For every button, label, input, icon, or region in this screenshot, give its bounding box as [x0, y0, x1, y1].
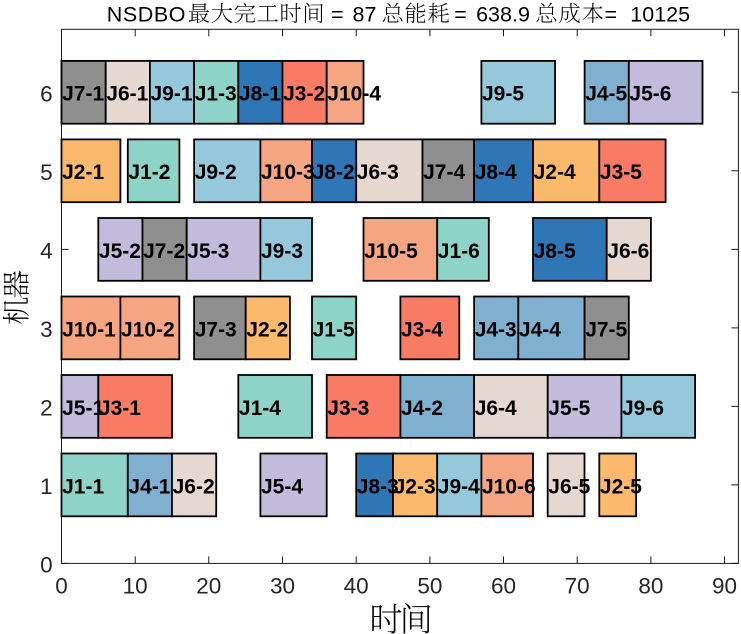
svg-text:6: 6 — [40, 82, 53, 107]
svg-text:50: 50 — [417, 573, 442, 598]
svg-text:J1-3: J1-3 — [195, 83, 237, 106]
svg-text:J1-2: J1-2 — [128, 161, 170, 184]
svg-text:J2-2: J2-2 — [246, 318, 288, 341]
svg-text:J5-5: J5-5 — [548, 397, 590, 420]
svg-text:638.9: 638.9 — [476, 2, 530, 26]
svg-text:J8-4: J8-4 — [475, 161, 517, 184]
svg-text:J1-1: J1-1 — [62, 475, 104, 498]
svg-text:J9-4: J9-4 — [438, 475, 480, 498]
svg-text:J6-5: J6-5 — [548, 475, 590, 498]
svg-text:J7-5: J7-5 — [585, 318, 627, 341]
svg-text:J7-1: J7-1 — [62, 83, 104, 106]
svg-text:J10-6: J10-6 — [482, 475, 536, 498]
svg-text:J2-1: J2-1 — [62, 161, 104, 184]
svg-text:0: 0 — [55, 573, 68, 598]
svg-text:J5-2: J5-2 — [99, 240, 141, 263]
svg-text:J2-5: J2-5 — [600, 475, 642, 498]
svg-text:J10-2: J10-2 — [121, 318, 175, 341]
svg-text:J2-3: J2-3 — [394, 475, 436, 498]
svg-text:J7-3: J7-3 — [195, 318, 237, 341]
svg-text:5: 5 — [40, 160, 53, 185]
svg-text:30: 30 — [270, 573, 295, 598]
svg-text:40: 40 — [344, 573, 369, 598]
svg-text:10: 10 — [123, 573, 148, 598]
svg-text:J1-6: J1-6 — [438, 240, 480, 263]
svg-text:J5-6: J5-6 — [629, 83, 671, 106]
svg-text:0: 0 — [40, 553, 53, 578]
svg-text:=: = — [454, 2, 467, 26]
svg-text:J3-1: J3-1 — [99, 397, 141, 420]
svg-text:10125: 10125 — [630, 2, 690, 26]
svg-text:J5-3: J5-3 — [187, 240, 229, 263]
svg-text:J4-5: J4-5 — [585, 83, 627, 106]
svg-text:J9-1: J9-1 — [151, 83, 193, 106]
svg-text:1: 1 — [40, 474, 53, 499]
svg-text:J8-5: J8-5 — [534, 240, 576, 263]
svg-text:J9-2: J9-2 — [195, 161, 237, 184]
svg-text:J3-5: J3-5 — [600, 161, 642, 184]
svg-text:J4-4: J4-4 — [519, 318, 561, 341]
svg-text:J9-3: J9-3 — [261, 240, 303, 263]
svg-text:J10-1: J10-1 — [62, 318, 116, 341]
svg-text:J7-4: J7-4 — [423, 161, 465, 184]
svg-text:J3-3: J3-3 — [327, 397, 369, 420]
svg-text:20: 20 — [196, 573, 221, 598]
svg-text:J1-5: J1-5 — [313, 318, 355, 341]
svg-text:60: 60 — [491, 573, 516, 598]
svg-text:J6-4: J6-4 — [475, 397, 517, 420]
svg-text:J4-2: J4-2 — [401, 397, 443, 420]
svg-text:J8-2: J8-2 — [313, 161, 355, 184]
svg-text:=: = — [605, 2, 618, 26]
svg-text:J10-3: J10-3 — [261, 161, 315, 184]
svg-text:J4-3: J4-3 — [475, 318, 517, 341]
svg-text:NSDBO: NSDBO — [107, 2, 186, 26]
svg-text:J9-6: J9-6 — [622, 397, 664, 420]
svg-text:J1-4: J1-4 — [239, 397, 281, 420]
svg-text:J6-2: J6-2 — [173, 475, 215, 498]
svg-text:J6-1: J6-1 — [106, 83, 148, 106]
svg-text:J3-4: J3-4 — [401, 318, 443, 341]
svg-text:J10-5: J10-5 — [364, 240, 418, 263]
svg-text:J3-2: J3-2 — [283, 83, 325, 106]
svg-text:=: = — [331, 2, 344, 26]
svg-text:J2-4: J2-4 — [534, 161, 576, 184]
svg-text:J5-4: J5-4 — [261, 475, 303, 498]
svg-text:J6-3: J6-3 — [357, 161, 399, 184]
svg-text:70: 70 — [565, 573, 590, 598]
svg-text:2: 2 — [40, 396, 53, 421]
svg-text:J9-5: J9-5 — [482, 83, 524, 106]
svg-text:3: 3 — [40, 317, 53, 342]
svg-text:90: 90 — [712, 573, 737, 598]
svg-text:4: 4 — [40, 239, 53, 264]
svg-text:J7-2: J7-2 — [143, 240, 185, 263]
svg-text:J10-4: J10-4 — [327, 83, 381, 106]
svg-text:J5-1: J5-1 — [62, 397, 104, 420]
svg-text:J8-3: J8-3 — [357, 475, 399, 498]
svg-text:87: 87 — [353, 2, 377, 26]
svg-text:J6-6: J6-6 — [607, 240, 649, 263]
svg-text:J8-1: J8-1 — [239, 83, 281, 106]
svg-text:J4-1: J4-1 — [128, 475, 170, 498]
svg-text:80: 80 — [638, 573, 663, 598]
